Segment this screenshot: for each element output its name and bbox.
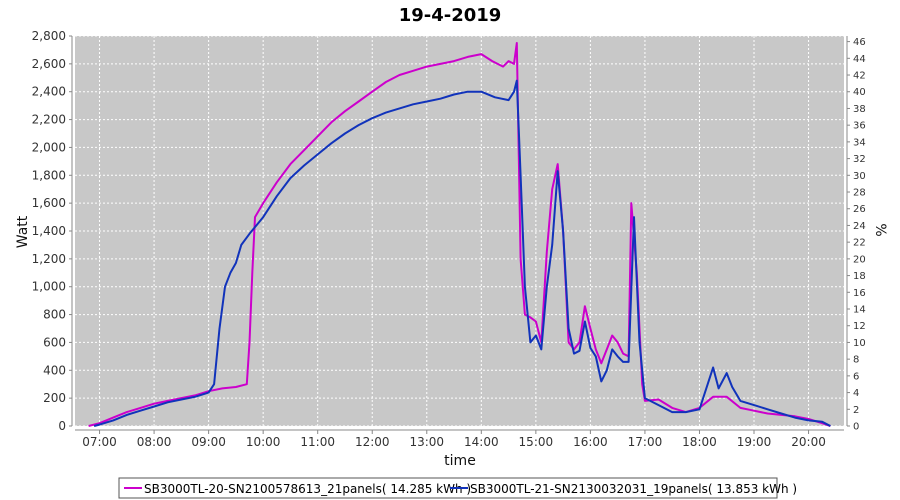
legend: SB3000TL-20-SN2100578613_21panels( 14.28… [118,477,797,499]
y-right-tick-label: 0 [853,422,859,433]
y-right-tick-label: 2 [853,405,859,416]
series-line-0 [88,42,831,427]
y-ticks: 0 200 400 600 800 1,000 1,200 1,400 1,600 1,800 2,… [32,29,72,433]
y-right-tick-label: 34 [853,137,866,148]
y-right-tick-label: 22 [853,238,866,249]
y-tick-label: 400 [43,363,66,377]
y-tick-label: 1,600 [32,196,66,210]
x-tick-label: 19:00 [737,435,772,449]
y-right-tick-label: 42 [853,71,866,82]
y-axis-right-label: % [872,223,888,236]
x-tick-label: 10:00 [246,435,281,449]
y-right-tick-label: 46 [853,37,866,48]
y-tick-label: 600 [43,335,66,349]
x-tick-label: 17:00 [628,435,663,449]
x-ticks: 07:00 08:00 09:00 10:00 11:00 12:00 13:00 14:00… [82,430,826,449]
x-tick-label: 15:00 [519,435,554,449]
series-layer [88,42,831,427]
y-tick-label: 2,000 [32,140,66,154]
y-tick-label: 1,400 [32,224,66,238]
y-right-tick-label: 28 [853,188,866,199]
x-tick-label: 20:00 [791,435,826,449]
y-right-tick-label: 20 [853,254,866,265]
y-tick-label: 2,400 [32,85,66,99]
y-right-tick-label: 36 [853,121,866,132]
y-right-tick-label: 40 [853,87,866,98]
y-right-tick-label: 32 [853,154,866,165]
y-right-tick-label: 44 [853,54,866,65]
y-right-tick-label: 16 [853,288,866,299]
x-tick-label: 16:00 [573,435,608,449]
y-tick-label: 2,200 [32,113,66,127]
y-axis-label: Watt [15,215,31,248]
y-right-tick-label: 4 [853,388,859,399]
y-right-tick-label: 12 [853,321,866,332]
y-right-tick-label: 38 [853,104,866,115]
y-right-tick-label: 10 [853,338,866,349]
y-tick-label: 2,800 [32,29,66,43]
x-tick-label: 09:00 [191,435,226,449]
y-right-tick-label: 14 [853,305,866,316]
y-right-tick-label: 30 [853,171,866,182]
series-line-1 [93,79,831,427]
x-tick-label: 13:00 [409,435,444,449]
x-tick-label: 07:00 [82,435,117,449]
y-tick-label: 2,600 [32,57,66,71]
y-right-tick-label: 24 [853,221,866,232]
y-tick-label: 0 [58,419,66,433]
x-axis-label: time [444,453,476,469]
legend-label-1: SB3000TL-21-SN2130032031_19panels( 13.85… [470,482,797,496]
y-tick-label: 1,200 [32,252,66,266]
y-right-tick-label: 8 [853,355,859,366]
grid [75,35,844,427]
x-tick-label: 18:00 [682,435,717,449]
y-right-tick-label: 6 [853,371,859,382]
x-tick-label: 08:00 [137,435,172,449]
y-tick-label: 200 [43,391,66,405]
x-tick-label: 11:00 [300,435,335,449]
y-right-tick-label: 18 [853,271,866,282]
x-tick-label: 12:00 [355,435,390,449]
y-right-tick-label: 26 [853,204,866,215]
legend-box [118,477,778,499]
y-ticks-right: 0246810121416182022242628303234363840424… [847,37,866,433]
y-tick-label: 1,000 [32,280,66,294]
x-tick-label: 14:00 [464,435,499,449]
legend-label-0: SB3000TL-20-SN2100578613_21panels( 14.28… [144,482,471,496]
chart-title: 19-4-2019 [399,5,502,26]
y-tick-label: 800 [43,308,66,322]
y-tick-label: 1,800 [32,168,66,182]
